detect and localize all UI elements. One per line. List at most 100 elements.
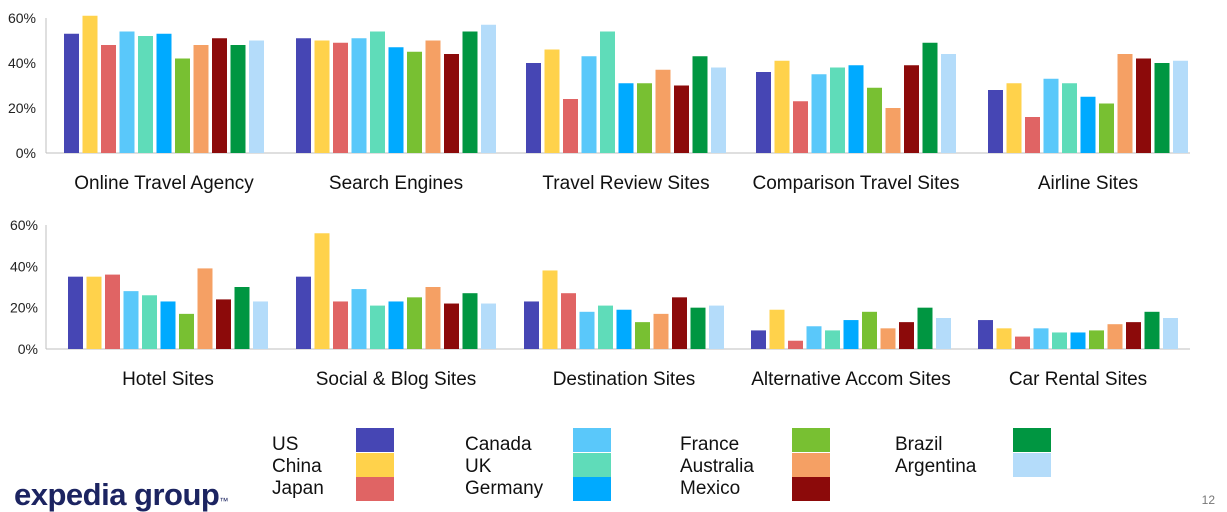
legend-label-us: US [272, 434, 299, 455]
legend-swatch-us [356, 428, 394, 452]
bar-france [635, 322, 650, 349]
bar-japan [333, 301, 348, 349]
bar-australia [655, 69, 671, 153]
legend-swatch-japan [356, 477, 394, 501]
bar-canada [581, 56, 597, 153]
bar-argentina [481, 24, 496, 153]
bar-mexico [216, 299, 231, 349]
category-label: Hotel Sites [122, 369, 214, 390]
bar-uk [600, 31, 615, 153]
legend-swatch-uk [573, 452, 611, 477]
bar-us [296, 38, 311, 153]
legend-label-china: China [272, 456, 322, 477]
bar-canada [123, 291, 139, 349]
bar-mexico [904, 65, 919, 153]
bar-argentina [249, 40, 264, 153]
bar-canada [1033, 328, 1049, 349]
bar-uk [1062, 83, 1077, 153]
category-label: Travel Review Sites [542, 173, 709, 194]
legend-label-germany: Germany [465, 478, 544, 499]
bar-canada [811, 74, 827, 153]
y-tick-label: 20% [8, 100, 36, 116]
y-tick-label: 60% [8, 10, 36, 26]
bar-japan [101, 45, 116, 153]
bar-china [82, 15, 98, 153]
legend-swatch-canada [573, 428, 611, 452]
category-label: Destination Sites [553, 369, 696, 390]
legend-swatch-argentina [1013, 452, 1051, 477]
bar-brazil [690, 307, 706, 349]
category-label: Airline Sites [1038, 173, 1138, 194]
bar-us [68, 276, 83, 349]
bar-australia [653, 313, 669, 349]
bar-china [769, 309, 785, 349]
bar-australia [197, 268, 213, 349]
bar-france [175, 58, 190, 153]
page-number: 12 [1201, 493, 1215, 507]
bar-us [978, 320, 993, 349]
category-label: Social & Blog Sites [316, 369, 477, 390]
bar-us [296, 276, 311, 349]
legend-label-australia: Australia [680, 456, 754, 477]
bar-canada [1043, 78, 1059, 153]
legend-swatch-australia [792, 452, 830, 477]
bar-uk [370, 31, 385, 153]
legend-label-argentina: Argentina [895, 456, 977, 477]
bar-brazil [1154, 63, 1170, 153]
bar-uk [825, 330, 840, 349]
bar-brazil [1144, 311, 1160, 349]
bar-argentina [711, 67, 726, 153]
bar-france [179, 313, 194, 349]
category-label: Online Travel Agency [74, 173, 254, 194]
bar-us [524, 301, 539, 349]
bar-germany [843, 320, 859, 349]
bar-us [751, 330, 766, 349]
bar-brazil [462, 293, 478, 349]
category-label: Search Engines [329, 173, 463, 194]
bar-australia [425, 40, 441, 153]
category-label: Alternative Accom Sites [751, 369, 951, 390]
bar-france [637, 83, 652, 153]
bar-uk [370, 305, 385, 349]
legend-label-japan: Japan [272, 478, 324, 499]
bar-canada [806, 326, 822, 349]
category-label: Car Rental Sites [1009, 369, 1147, 390]
bar-japan [788, 340, 803, 349]
bar-argentina [709, 305, 724, 349]
bar-mexico [672, 297, 687, 349]
bar-us [756, 72, 771, 153]
bar-australia [193, 45, 209, 153]
bar-canada [119, 31, 135, 153]
bar-china [996, 328, 1012, 349]
legend-label-mexico: Mexico [680, 478, 741, 499]
bar-uk [1052, 332, 1067, 349]
bar-argentina [936, 318, 951, 349]
bar-brazil [462, 31, 478, 153]
bar-brazil [917, 307, 933, 349]
bar-brazil [692, 56, 708, 153]
bar-japan [563, 99, 578, 153]
bar-argentina [253, 301, 268, 349]
bar-mexico [899, 322, 914, 349]
bar-us [526, 63, 541, 153]
bar-mexico [444, 303, 459, 349]
bar-uk [598, 305, 613, 349]
legend-label-brazil: Brazil [895, 434, 943, 455]
bar-mexico [1136, 58, 1151, 153]
bar-australia [1107, 324, 1123, 349]
legend-label-canada: Canada [465, 434, 532, 455]
bar-germany [388, 301, 404, 349]
bar-germany [388, 47, 404, 153]
bar-germany [160, 301, 176, 349]
bar-japan [333, 42, 348, 153]
bar-japan [561, 293, 576, 349]
bar-germany [848, 65, 864, 153]
y-tick-label: 40% [8, 55, 36, 71]
bar-canada [579, 311, 595, 349]
bar-uk [142, 295, 157, 349]
bar-argentina [941, 54, 956, 153]
logo-text: expedia group [14, 477, 220, 512]
bar-australia [885, 108, 901, 153]
bar-australia [425, 287, 441, 349]
